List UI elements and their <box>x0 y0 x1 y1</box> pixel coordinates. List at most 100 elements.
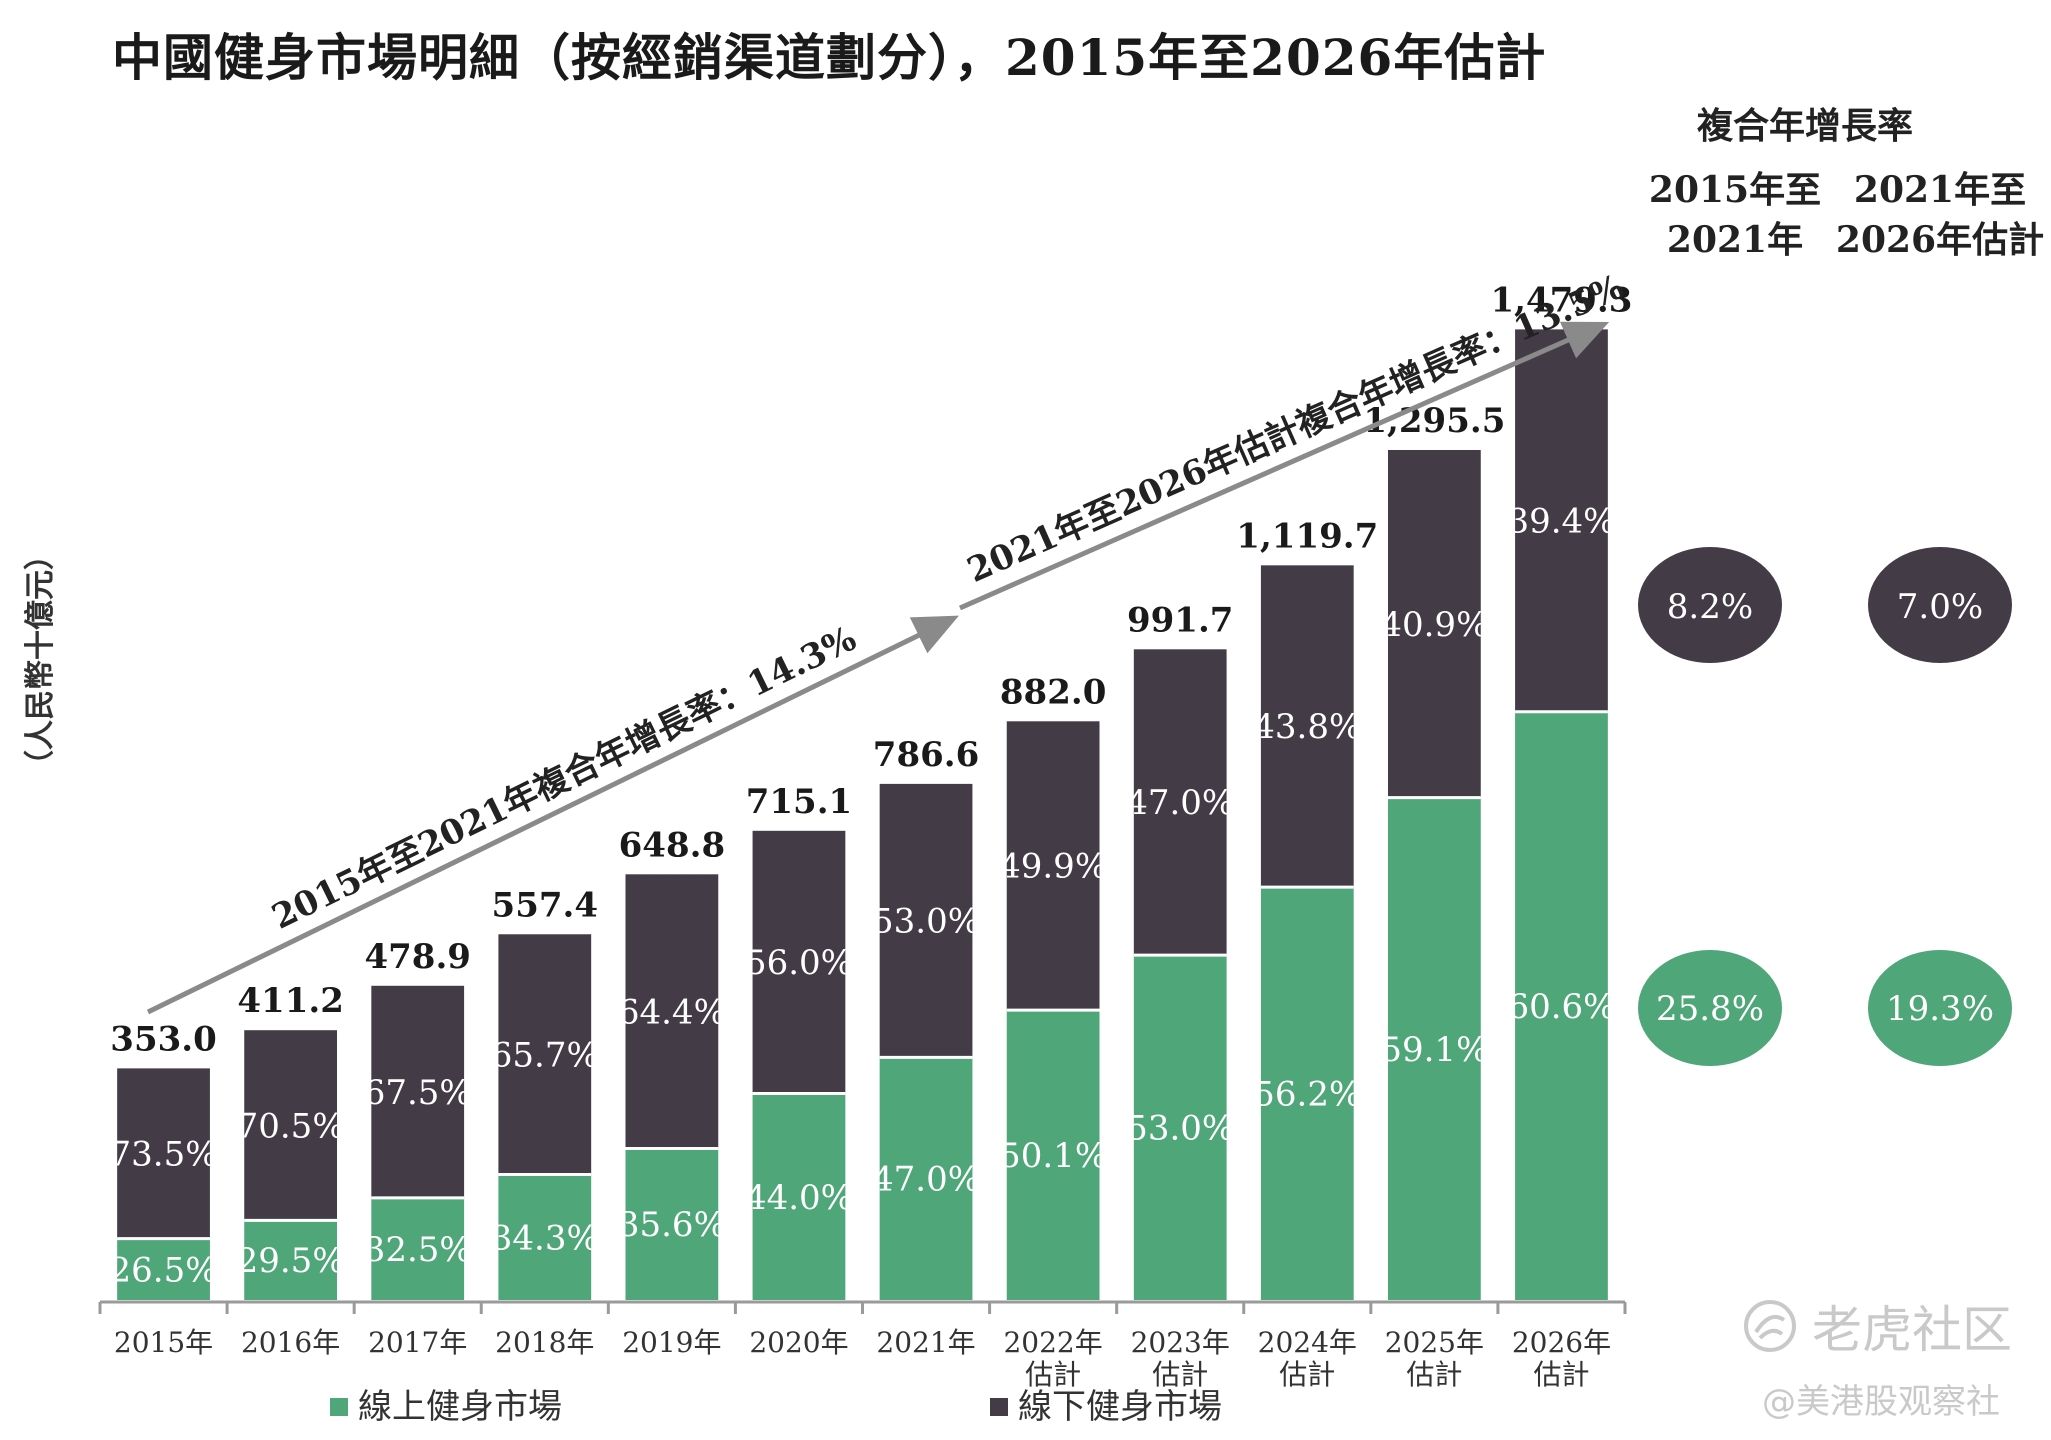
offline-share-label: 49.9% <box>999 847 1107 887</box>
total-label: 557.4 <box>492 885 598 925</box>
x-tick-label: 估計 <box>1279 1358 1335 1391</box>
bar-offline <box>1387 449 1481 798</box>
total-label: 1,119.7 <box>1236 516 1378 556</box>
total-label: 411.2 <box>237 981 343 1021</box>
x-tick-label: 2025年 <box>1385 1326 1484 1359</box>
bar-offline <box>244 1030 338 1221</box>
bar-offline <box>752 830 846 1094</box>
bar-offline <box>879 783 973 1058</box>
cagr-arrow <box>958 321 1610 611</box>
x-tick-label: 估計 <box>1533 1358 1589 1391</box>
bar-online <box>1387 797 1481 1300</box>
cagr-offline-bubble <box>1638 547 1782 663</box>
offline-share-label: 70.5% <box>237 1106 345 1146</box>
bar-offline <box>117 1068 210 1239</box>
online-share-label: 34.3% <box>491 1218 599 1258</box>
online-share-label: 60.6% <box>1507 987 1615 1027</box>
cagr-arrow <box>146 615 959 1015</box>
offline-share-label: 43.8% <box>1253 707 1361 747</box>
x-tick-label: 2022年 <box>1003 1326 1102 1359</box>
legend-swatch <box>330 1398 348 1416</box>
online-share-label: 50.1% <box>999 1136 1107 1176</box>
cagr-online-value: 19.3% <box>1886 989 1994 1029</box>
bar-online <box>244 1220 338 1300</box>
total-label: 786.6 <box>873 735 979 775</box>
cagr-online-bubble <box>1638 950 1782 1066</box>
bar-online <box>1260 887 1354 1300</box>
offline-share-label: 39.4% <box>1507 502 1615 542</box>
online-share-label: 56.2% <box>1253 1075 1361 1115</box>
bar-online <box>879 1057 973 1300</box>
online-share-label: 35.6% <box>618 1205 726 1245</box>
total-label: 991.7 <box>1127 600 1233 640</box>
online-share-label: 59.1% <box>1380 1030 1488 1070</box>
x-tick-label: 估計 <box>1406 1358 1462 1391</box>
total-label: 715.1 <box>746 782 852 822</box>
cagr-offline-value: 8.2% <box>1667 587 1753 627</box>
legend-label: 線上健身市場 <box>358 1387 562 1427</box>
bar-online <box>1515 711 1608 1300</box>
total-label: 882.0 <box>1000 672 1106 712</box>
offline-share-label: 73.5% <box>110 1135 218 1175</box>
offline-share-label: 67.5% <box>364 1073 472 1113</box>
bar-offline <box>1260 565 1354 888</box>
cagr-column-header: 2021年 <box>1667 219 1803 261</box>
watermark-handle: @美港股观察社 <box>1762 1382 2000 1422</box>
online-share-label: 29.5% <box>237 1241 345 1281</box>
x-tick-label: 2017年 <box>368 1326 467 1359</box>
legend-label: 線下健身市場 <box>1018 1387 1222 1427</box>
total-label: 648.8 <box>619 825 725 865</box>
online-share-label: 32.5% <box>364 1230 472 1270</box>
offline-share-label: 53.0% <box>872 902 980 942</box>
cagr-online-value: 25.8% <box>1656 989 1764 1029</box>
x-tick-label: 2019年 <box>622 1326 721 1359</box>
bar-online <box>371 1197 465 1300</box>
cagr-column-header: 2015年至 <box>1649 169 1821 211</box>
bar-offline <box>1006 721 1100 1011</box>
x-tick-label: 2016年 <box>241 1326 340 1359</box>
bar-offline <box>498 934 592 1175</box>
bar-offline <box>1133 649 1227 956</box>
offline-share-label: 40.9% <box>1380 605 1488 645</box>
watermark-brand: 老虎社区 <box>1740 1290 2012 1362</box>
cagr-offline-bubble <box>1868 547 2012 663</box>
chart-title: 中國健身市場明細（按經銷渠道劃分），2015年至2026年估計 <box>112 28 1547 87</box>
bar-online <box>625 1148 719 1300</box>
offline-share-label: 64.4% <box>618 992 726 1032</box>
tiger-logo-icon <box>1744 1300 1796 1352</box>
x-tick-label: 2015年 <box>114 1326 213 1359</box>
x-tick-label: 2026年 <box>1512 1326 1611 1359</box>
y-axis-label: （人民幣十億元） <box>23 540 58 780</box>
legend-swatch <box>990 1398 1008 1416</box>
online-share-label: 44.0% <box>745 1178 853 1218</box>
online-share-label: 47.0% <box>872 1160 980 1200</box>
x-tick-label: 2020年 <box>749 1326 848 1359</box>
cagr-offline-value: 7.0% <box>1897 587 1983 627</box>
bar-offline <box>625 874 719 1149</box>
bar-offline <box>371 985 465 1198</box>
bar-online <box>1133 955 1227 1300</box>
x-tick-label: 2021年 <box>876 1326 975 1359</box>
bar-offline <box>1515 329 1608 712</box>
cagr-online-bubble <box>1868 950 2012 1066</box>
bar-online <box>1006 1010 1100 1300</box>
total-label: 353.0 <box>110 1019 216 1059</box>
offline-share-label: 65.7% <box>491 1035 599 1075</box>
x-tick-label: 估計 <box>1152 1358 1208 1391</box>
bar-online <box>117 1238 210 1300</box>
x-tick-label: 2024年 <box>1258 1326 1357 1359</box>
cagr-column-header: 2021年至 <box>1854 169 2026 211</box>
cagr-column-header: 2026年估計 <box>1836 219 2044 261</box>
bar-online <box>752 1093 846 1300</box>
x-tick-label: 估計 <box>1025 1358 1081 1391</box>
offline-share-label: 47.0% <box>1126 783 1234 823</box>
online-share-label: 53.0% <box>1126 1109 1234 1149</box>
total-label: 478.9 <box>364 937 470 977</box>
online-share-label: 26.5% <box>110 1250 218 1290</box>
offline-share-label: 56.0% <box>745 943 853 983</box>
cagr-header: 複合年增長率 <box>1697 105 1913 147</box>
bar-online <box>498 1174 592 1300</box>
x-tick-label: 2023年 <box>1131 1326 1230 1359</box>
watermark-brand-text: 老虎社区 <box>1812 1301 2012 1359</box>
